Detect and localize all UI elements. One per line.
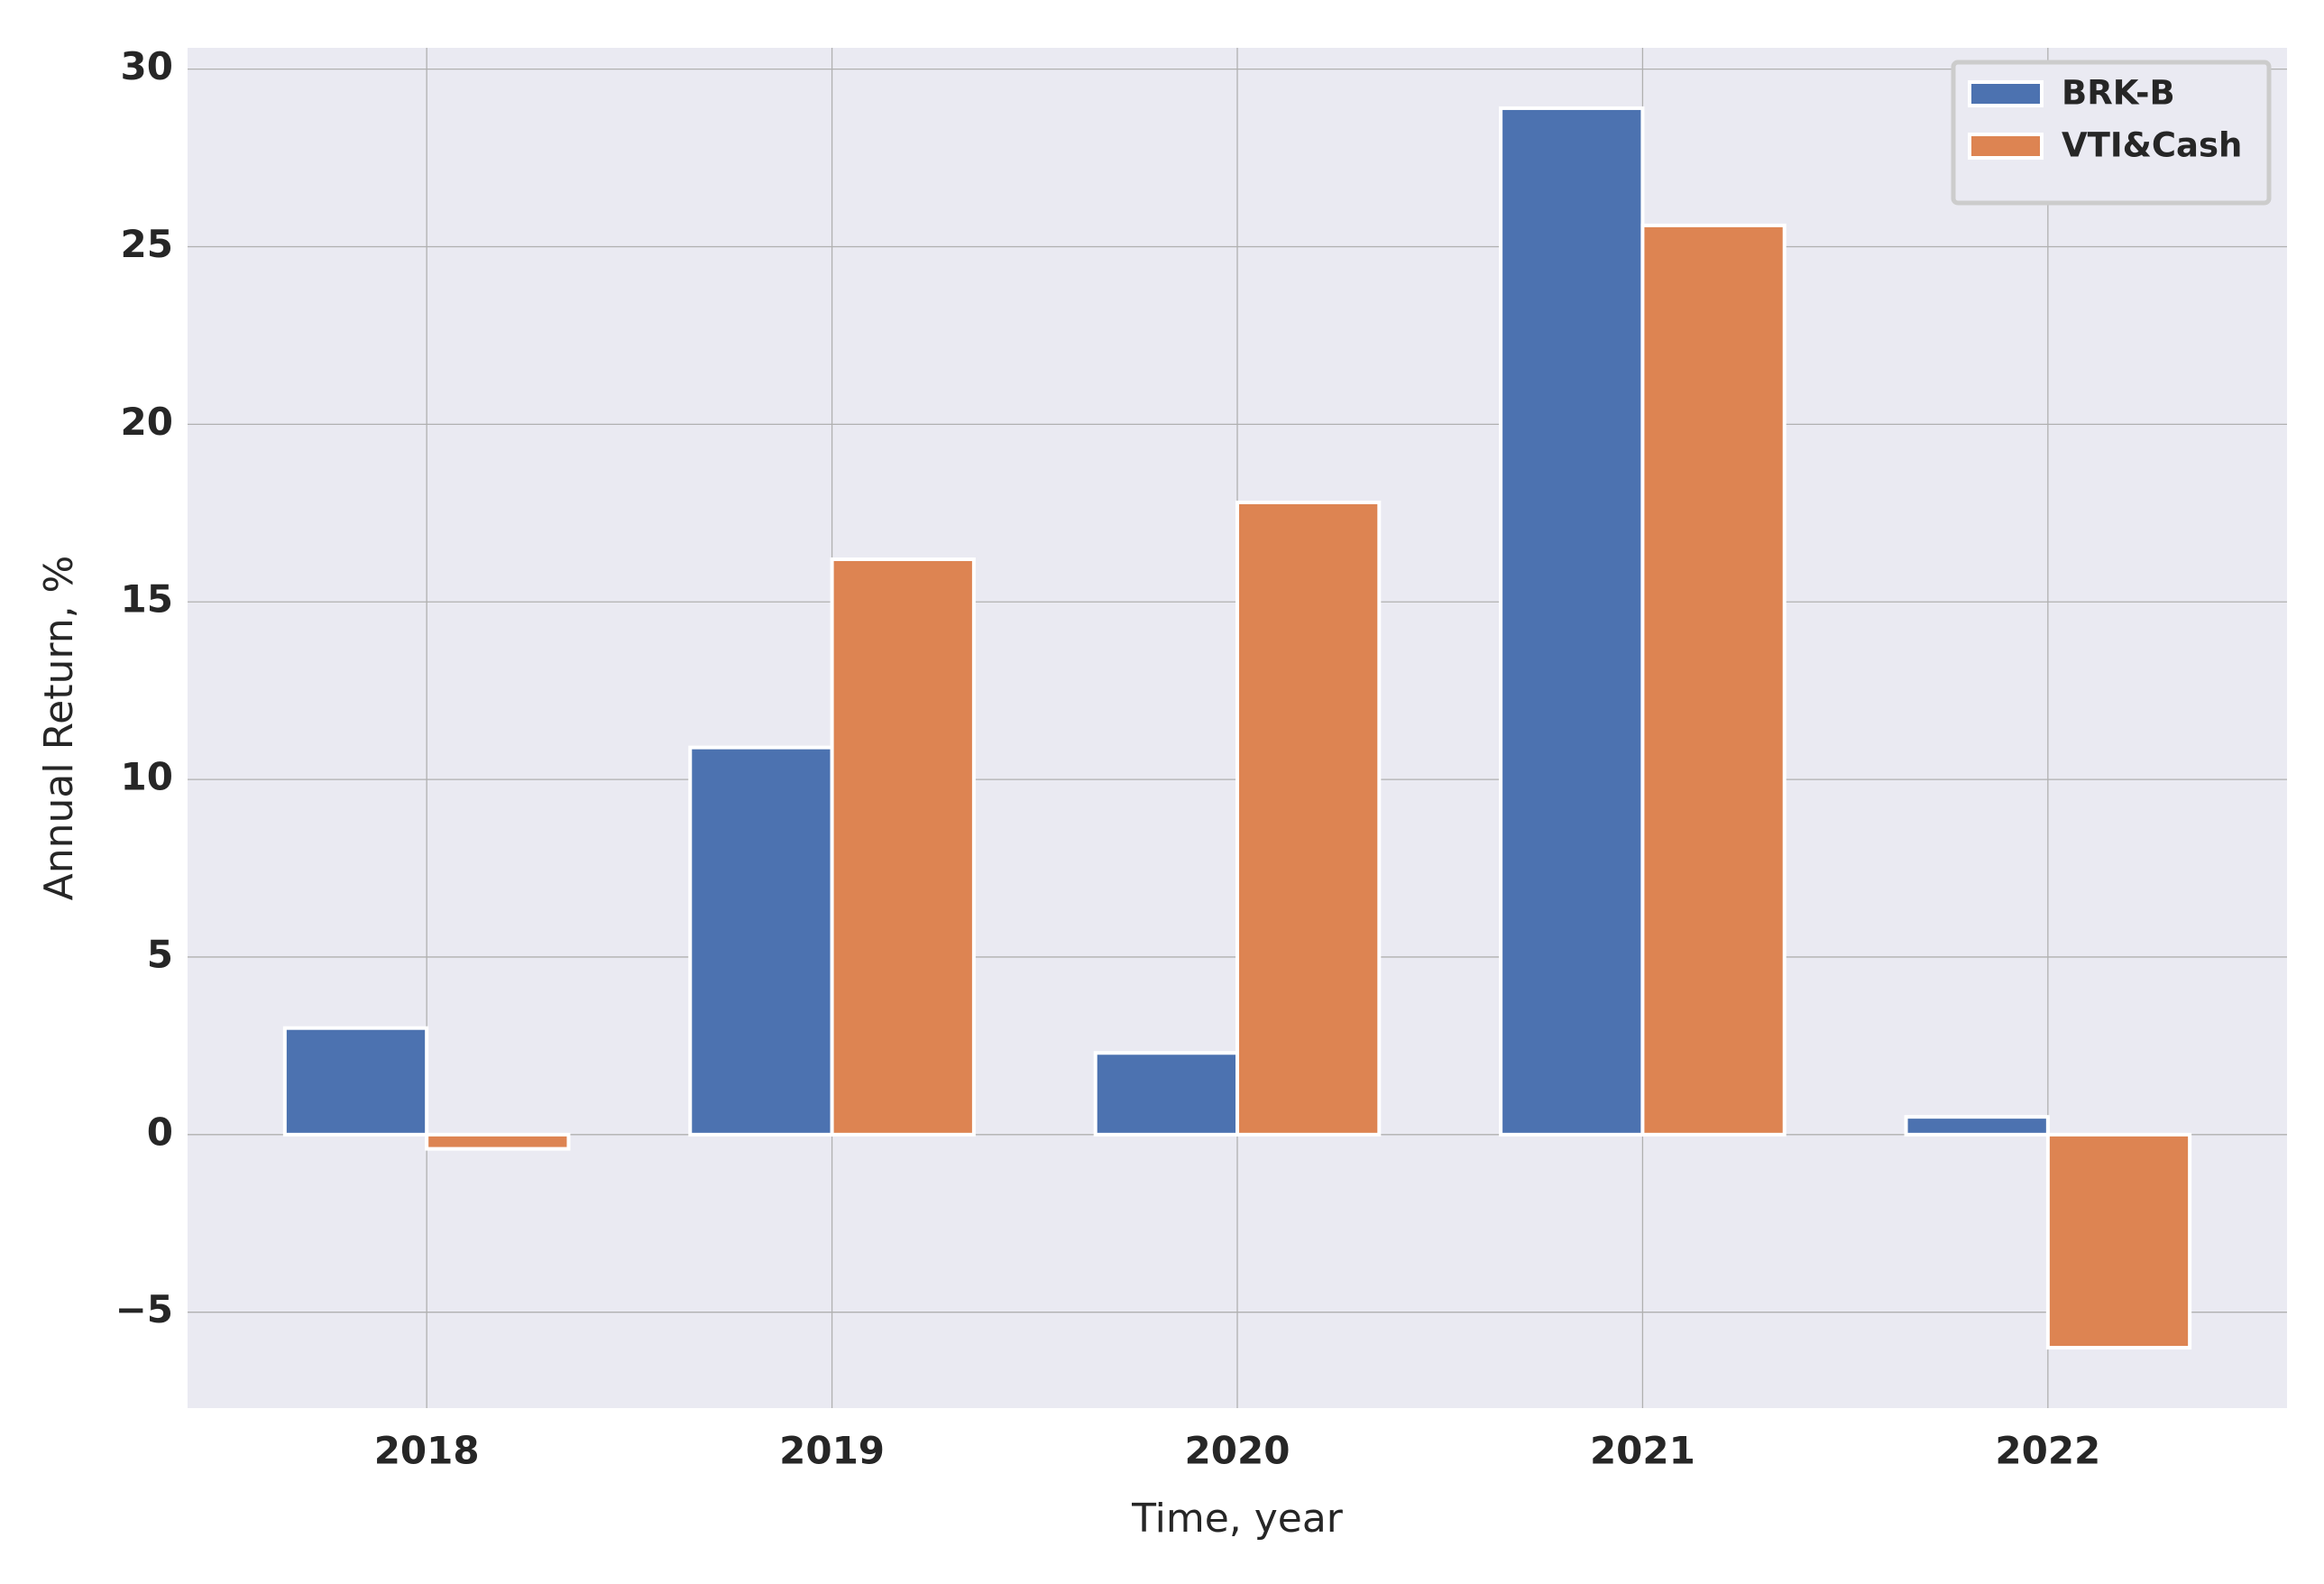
bar xyxy=(830,557,976,1137)
x-axis-label: Time, year xyxy=(1131,1496,1344,1542)
bar xyxy=(282,1026,429,1137)
x-tick-label: 2021 xyxy=(1590,1429,1695,1473)
bar xyxy=(1093,1051,1240,1137)
y-axis-label: Annual Return, % xyxy=(36,556,82,901)
y-tick-label: 30 xyxy=(121,44,173,88)
bar xyxy=(1640,223,1787,1137)
y-tick-label: 20 xyxy=(121,400,173,444)
bar xyxy=(1235,500,1382,1137)
y-tick-label: 15 xyxy=(121,577,173,622)
bar xyxy=(1499,106,1645,1137)
x-tick-label: 2022 xyxy=(1995,1429,2100,1473)
legend-label: VTI&Cash xyxy=(2062,126,2242,165)
x-tick-label: 2018 xyxy=(374,1429,480,1473)
x-tick-label: 2020 xyxy=(1185,1429,1291,1473)
bar xyxy=(425,1132,571,1151)
x-tick-label: 2019 xyxy=(779,1429,885,1473)
legend-label: BRK-B xyxy=(2062,74,2175,113)
legend: BRK-B VTI&Cash xyxy=(1951,60,2272,206)
y-tick-label: 0 xyxy=(147,1110,173,1154)
bar xyxy=(2045,1132,2192,1350)
y-tick-label: 10 xyxy=(121,755,173,799)
y-tick-label: −5 xyxy=(115,1287,173,1331)
bar xyxy=(1904,1115,2050,1137)
y-tick-label: 5 xyxy=(147,932,173,976)
bar xyxy=(688,745,834,1137)
legend-swatch xyxy=(1968,80,2044,107)
y-tick-label: 25 xyxy=(121,222,173,266)
legend-swatch xyxy=(1968,133,2044,160)
